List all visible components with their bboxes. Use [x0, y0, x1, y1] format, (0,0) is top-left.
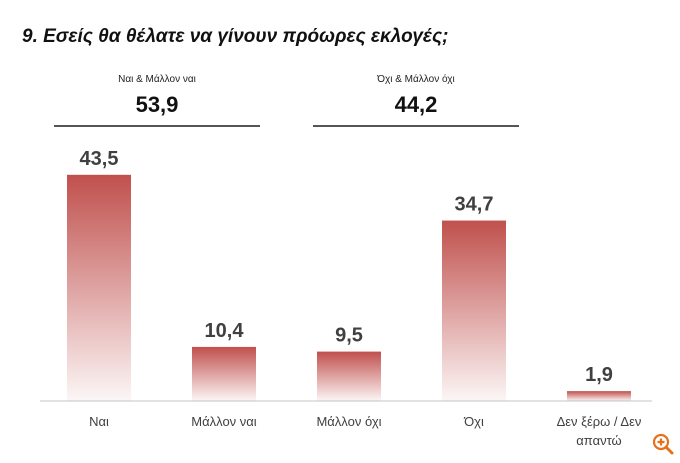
group-label: Ναι & Μάλλον ναι	[118, 74, 196, 85]
chart-title: 9. Εσείς θα θέλατε να γίνουν πρόωρες εκλ…	[22, 26, 449, 47]
bar	[567, 391, 631, 401]
group-value: 44,2	[394, 92, 438, 117]
group-summary-no: Όχι & Μάλλον όχι 44,2	[313, 74, 519, 127]
category-label: Μάλλον όχι	[316, 414, 381, 429]
group-divider	[54, 125, 260, 127]
bar	[67, 174, 131, 401]
category-label: Ναι	[89, 414, 109, 429]
category-label: Όχι	[463, 414, 484, 429]
data-label: 1,9	[585, 364, 613, 386]
bar	[442, 220, 506, 401]
category-label: Μάλλον ναι	[191, 414, 257, 429]
group-label: Όχι & Μάλλον όχι	[377, 74, 455, 85]
group-summary-yes: Ναι & Μάλλον ναι 53,9	[54, 74, 260, 127]
bar	[317, 351, 381, 401]
data-label: 10,4	[205, 320, 245, 342]
bar	[192, 346, 256, 401]
group-divider	[313, 125, 519, 127]
data-label: 43,5	[80, 148, 119, 170]
data-label: 34,7	[455, 194, 494, 216]
category-label: Δεν ξέρω / Δεν απαντώ	[557, 414, 642, 448]
zoom-in-icon[interactable]	[652, 433, 674, 455]
data-label: 9,5	[335, 325, 363, 347]
group-value: 53,9	[135, 92, 179, 117]
